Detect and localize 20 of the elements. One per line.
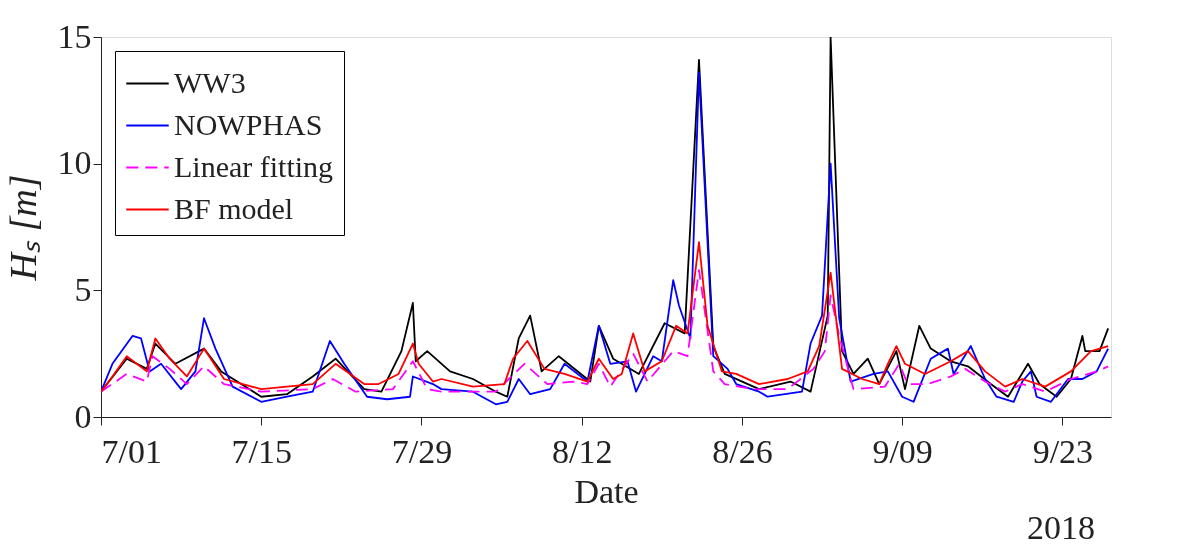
- legend-label: Linear fitting: [174, 149, 334, 183]
- x-tick-label: 7/01: [101, 432, 162, 470]
- y-tick-label: 15: [57, 17, 92, 55]
- x-axis-title: Date: [574, 472, 639, 510]
- x-tick-label: 7/29: [391, 432, 453, 470]
- legend-label: WW3: [174, 65, 246, 99]
- legend-label: BF model: [174, 191, 294, 225]
- text: 2018: [1027, 509, 1095, 546]
- x-tick-label: 8/26: [712, 432, 773, 470]
- x-tick-label: 9/23: [1032, 432, 1094, 470]
- x-tick-label: 8/12: [551, 432, 613, 470]
- x-tick-label: 7/15: [231, 432, 292, 470]
- y-tick-label: 5: [74, 270, 92, 308]
- x-tick-label: 9/09: [872, 432, 933, 470]
- line-series: [101, 241, 1110, 393]
- y-tick-label: 0: [74, 397, 92, 435]
- y-axis-title: Hₛ [m]: [1, 174, 44, 282]
- y-tick-label: 10: [57, 144, 92, 182]
- line-series: [101, 269, 1110, 393]
- legend-label: NOWPHAS: [174, 107, 323, 141]
